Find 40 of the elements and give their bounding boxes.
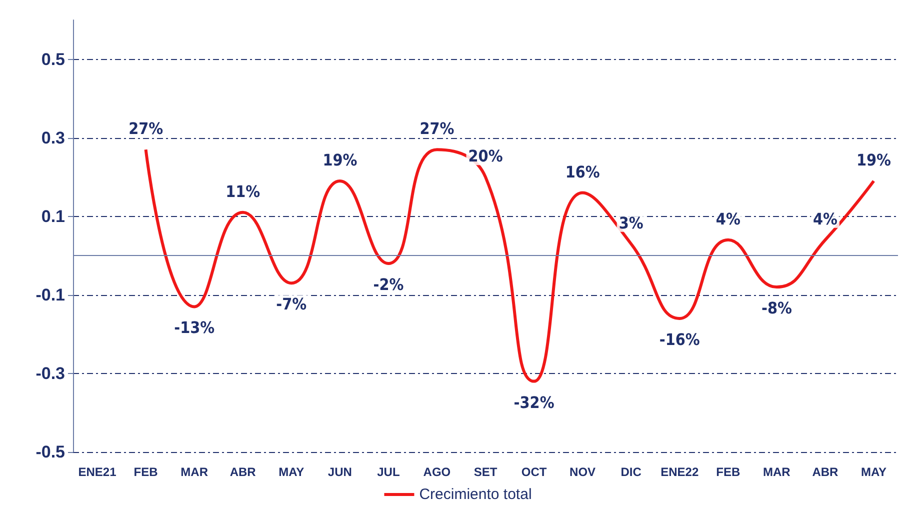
data-label: 4%	[716, 209, 740, 228]
x-tick-label: JUL	[377, 465, 400, 479]
x-tick-label: ENE21	[78, 465, 117, 479]
data-label: 27%	[420, 119, 454, 138]
data-label: -13%	[174, 318, 215, 338]
data-label: -8%	[761, 298, 792, 318]
data-label: 20%	[468, 146, 503, 166]
data-label: -32%	[514, 392, 554, 412]
data-label: 16%	[565, 162, 600, 182]
x-tick-label: AGO	[423, 465, 451, 479]
x-tick-label: ABR	[812, 465, 839, 479]
y-tick-label: 0.3	[41, 128, 65, 148]
x-tick-label: JUN	[328, 465, 352, 479]
x-tick-label: MAR	[763, 465, 791, 479]
data-label: 3%	[618, 213, 644, 232]
y-tick-label: 0.1	[41, 206, 65, 226]
x-tick-label: OCT	[521, 465, 548, 479]
x-tick-label: MAR	[180, 465, 208, 479]
data-label: 19%	[322, 150, 358, 170]
y-tick-label: -0.1	[36, 285, 65, 304]
x-tick-label: MAY	[278, 465, 304, 479]
x-tick-label: DIC	[620, 465, 642, 479]
y-tick-label: 0.5	[41, 50, 65, 69]
x-tick-label: MAY	[860, 465, 887, 479]
legend-label: Crecimiento total	[419, 486, 532, 503]
data-label: 27%	[128, 119, 164, 138]
x-tick-label: NOV	[570, 465, 596, 479]
y-tick-label: -0.5	[36, 442, 65, 462]
x-tick-label: FEB	[716, 465, 740, 479]
x-tick-label: ABR	[230, 465, 256, 479]
x-tick-label: FEB	[134, 465, 158, 479]
y-tick-label: -0.3	[36, 364, 65, 383]
data-label: -16%	[659, 330, 700, 349]
data-label: 11%	[226, 182, 260, 201]
x-tick-label: ENE22	[660, 465, 699, 479]
data-label: -2%	[373, 274, 404, 294]
data-label: -7%	[276, 294, 307, 314]
x-tick-label: SET	[474, 465, 498, 479]
data-label: 4%	[812, 209, 838, 228]
data-label: 19%	[856, 150, 891, 170]
